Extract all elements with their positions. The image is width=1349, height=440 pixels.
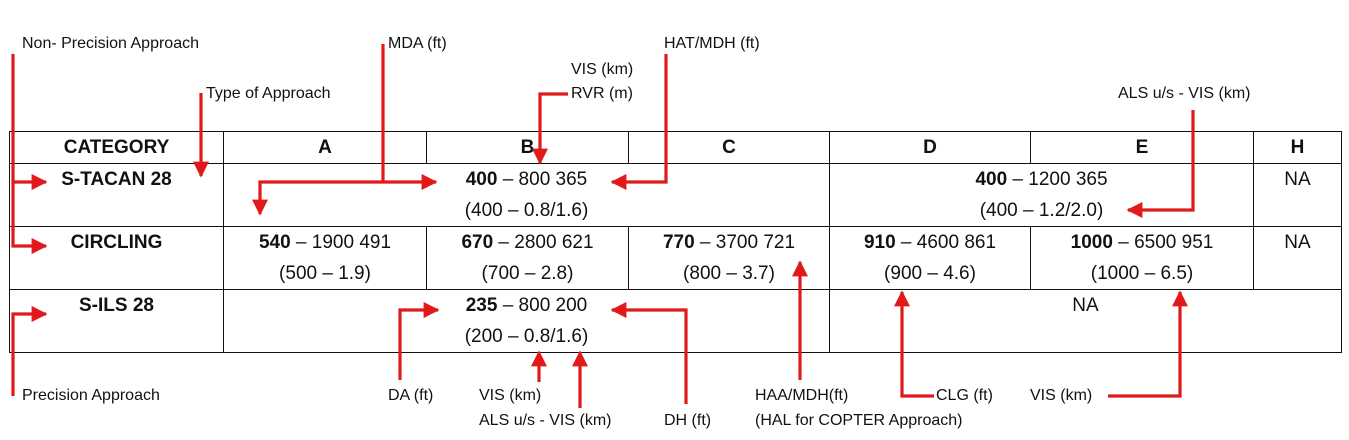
minima-line1: 1000 – 6500 951 (1031, 227, 1253, 258)
cell-deh: NA (829, 289, 1342, 353)
cell-c: 770 – 3700 721 (800 – 3.7) (628, 226, 830, 290)
cell-category: S-TACAN 28 (9, 163, 224, 227)
cell-h: NA (1253, 163, 1342, 227)
minima-line1: 540 – 1900 491 (224, 227, 426, 258)
header-e: E (1030, 131, 1254, 164)
minima-line2: (400 – 0.8/1.6) (464, 200, 589, 221)
minima-line1: 400 – 1200 365 (830, 164, 1253, 195)
minima-da: 235 (465, 295, 498, 316)
minima-mda: 770 (662, 232, 695, 253)
row-s-tacan-28: S-TACAN 28 400 – 800 365 (400 – 0.8/1.6)… (9, 163, 1342, 227)
minima-rest: – 1900 491 (290, 232, 392, 253)
minima-line2: (800 – 3.7) (683, 263, 775, 284)
category-label: S-ILS 28 (79, 295, 154, 316)
minima-line2: (400 – 1.2/2.0) (979, 200, 1104, 221)
minima-line2: (700 – 2.8) (481, 263, 574, 284)
minima-line2: (500 – 1.9) (279, 263, 371, 284)
cell-a: 540 – 1900 491 (500 – 1.9) (223, 226, 427, 290)
label-mda: MDA (ft) (388, 35, 447, 52)
label-vis-km-top: VIS (km) (571, 61, 634, 78)
header-c: C (628, 131, 830, 164)
minima-line2: (1000 – 6.5) (1090, 263, 1194, 284)
header-h: H (1253, 131, 1342, 164)
label-als-vis-top: ALS u/s - VIS (km) (1118, 85, 1251, 102)
minima-mda: 910 (863, 232, 896, 253)
cell-category: CIRCLING (9, 226, 224, 290)
cell-de: 400 – 1200 365 (400 – 1.2/2.0) (829, 163, 1254, 227)
header-category: CATEGORY (9, 131, 224, 164)
label-clg: CLG (ft) (936, 387, 993, 404)
na-text: NA (1284, 169, 1311, 190)
minima-table: CATEGORY A B C D E H S-TACAN 28 400 – 80… (9, 131, 1342, 353)
label-hat-mdh: HAT/MDH (ft) (664, 35, 760, 52)
minima-mda: 400 (465, 169, 498, 190)
cell-category: S-ILS 28 (9, 289, 224, 353)
minima-mda: 1000 (1070, 232, 1113, 253)
minima-line1: 910 – 4600 861 (830, 227, 1030, 258)
minima-mda: 400 (975, 169, 1008, 190)
na-text: NA (1072, 295, 1099, 316)
label-rvr: RVR (m) (571, 85, 633, 102)
minima-rest: – 800 365 (497, 169, 588, 190)
label-type-of-approach: Type of Approach (206, 85, 331, 102)
label-dh: DH (ft) (664, 412, 712, 429)
header-d: D (829, 131, 1031, 164)
label-da: DA (ft) (388, 387, 434, 404)
minima-line2: (900 – 4.6) (884, 263, 976, 284)
minima-mda: 540 (258, 232, 291, 253)
row-circling: CIRCLING 540 – 1900 491 (500 – 1.9) 670 … (9, 226, 1342, 290)
minima-line1: 235 – 800 200 (224, 290, 829, 321)
cell-h: NA (1253, 226, 1342, 290)
header-row: CATEGORY A B C D E H (9, 131, 1342, 164)
label-haa-mdh: HAA/MDH(ft) (755, 387, 849, 404)
category-label: CIRCLING (70, 232, 163, 253)
minima-line2: (200 – 0.8/1.6) (464, 326, 589, 347)
header-a: A (223, 131, 427, 164)
label-precision-approach: Precision Approach (22, 387, 160, 404)
minima-rest: – 6500 951 (1112, 232, 1214, 253)
label-vis-km-right: VIS (km) (1030, 387, 1093, 404)
cell-abc: 400 – 800 365 (400 – 0.8/1.6) (223, 163, 830, 227)
label-non-precision-approach: Non- Precision Approach (22, 35, 199, 52)
minima-rest: – 800 200 (497, 295, 588, 316)
minima-mda: 670 (461, 232, 494, 253)
label-hal-copter: (HAL for COPTER Approach) (755, 412, 963, 429)
cell-d: 910 – 4600 861 (900 – 4.6) (829, 226, 1031, 290)
cell-abc: 235 – 800 200 (200 – 0.8/1.6) (223, 289, 830, 353)
minima-rest: – 4600 861 (895, 232, 997, 253)
minima-line1: 770 – 3700 721 (629, 227, 829, 258)
row-s-ils-28: S-ILS 28 235 – 800 200 (200 – 0.8/1.6) N… (9, 289, 1342, 353)
cell-e: 1000 – 6500 951 (1000 – 6.5) (1030, 226, 1254, 290)
category-label: S-TACAN 28 (61, 169, 172, 190)
label-vis-km-bottom: VIS (km) (479, 387, 542, 404)
minima-line1: 400 – 800 365 (224, 164, 829, 195)
header-b: B (426, 131, 629, 164)
minima-line1: 670 – 2800 621 (427, 227, 628, 258)
label-als-vis-bottom: ALS u/s - VIS (km) (479, 412, 612, 429)
cell-b: 670 – 2800 621 (700 – 2.8) (426, 226, 629, 290)
minima-rest: – 3700 721 (694, 232, 796, 253)
minima-rest: – 1200 365 (1007, 169, 1108, 190)
na-text: NA (1284, 232, 1311, 253)
minima-rest: – 2800 621 (493, 232, 594, 253)
